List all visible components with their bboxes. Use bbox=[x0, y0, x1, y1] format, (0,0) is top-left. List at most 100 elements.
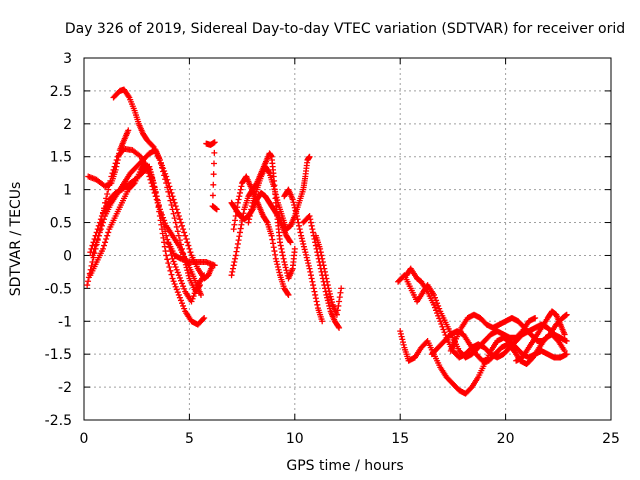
data-point-plus bbox=[177, 297, 184, 304]
data-point-plus bbox=[237, 186, 244, 193]
data-point-plus bbox=[163, 173, 170, 180]
data-point-plus bbox=[180, 226, 187, 233]
data-point-plus bbox=[276, 269, 283, 276]
series-arc-s bbox=[447, 311, 570, 354]
series-arc-k bbox=[245, 153, 313, 233]
data-point-plus bbox=[130, 181, 137, 188]
data-point-plus bbox=[229, 265, 236, 272]
data-point-plus bbox=[154, 199, 161, 206]
y-tick-label: -2 bbox=[58, 380, 72, 396]
data-point-plus bbox=[197, 291, 204, 298]
data-point-plus bbox=[158, 162, 165, 169]
data-point-plus bbox=[176, 274, 183, 281]
data-point-plus bbox=[181, 305, 188, 312]
x-tick-label: 15 bbox=[391, 431, 409, 447]
x-tick-label: 20 bbox=[497, 431, 515, 447]
data-point-plus bbox=[299, 238, 306, 245]
grid-lines bbox=[84, 58, 611, 420]
data-point-plus bbox=[286, 238, 293, 245]
data-point-plus bbox=[156, 157, 163, 164]
data-point-plus bbox=[156, 212, 163, 219]
data-point-plus bbox=[307, 219, 314, 226]
data-point-plus bbox=[336, 294, 343, 301]
data-point-plus bbox=[92, 232, 99, 239]
data-point-plus bbox=[280, 255, 287, 262]
data-point-plus bbox=[211, 149, 218, 156]
data-point-plus bbox=[322, 272, 329, 279]
data-point-plus bbox=[186, 245, 193, 252]
data-point-plus bbox=[281, 259, 288, 266]
data-point-plus bbox=[246, 216, 253, 223]
data-point-plus bbox=[171, 215, 178, 222]
data-point-plus bbox=[88, 245, 95, 252]
data-point-plus bbox=[310, 282, 317, 289]
data-point-plus bbox=[210, 171, 217, 178]
data-point-plus bbox=[160, 165, 167, 172]
data-point-plus bbox=[175, 272, 182, 279]
data-point-plus bbox=[278, 245, 285, 252]
data-point-plus bbox=[397, 328, 404, 335]
data-point-plus bbox=[308, 222, 315, 229]
data-point-plus bbox=[114, 160, 121, 167]
data-point-plus bbox=[234, 204, 241, 211]
data-point-plus bbox=[283, 267, 290, 274]
data-point-plus bbox=[112, 166, 119, 173]
series-arc-j bbox=[230, 173, 292, 298]
data-point-plus bbox=[167, 267, 174, 274]
data-point-plus bbox=[245, 219, 252, 226]
data-point-plus bbox=[279, 252, 286, 259]
data-point-plus bbox=[104, 191, 111, 198]
data-point-plus bbox=[277, 239, 284, 246]
data-point-plus bbox=[184, 239, 191, 246]
data-point-plus bbox=[172, 219, 179, 226]
data-point-plus bbox=[232, 252, 239, 259]
data-point-plus bbox=[434, 310, 441, 317]
data-point-plus bbox=[327, 293, 334, 300]
data-point-plus bbox=[162, 248, 169, 255]
data-point-plus bbox=[296, 222, 303, 229]
data-point-plus bbox=[273, 194, 280, 201]
data-point-plus bbox=[99, 245, 106, 252]
data-point-plus bbox=[291, 204, 298, 211]
data-point-plus bbox=[400, 341, 407, 348]
data-point-plus bbox=[233, 208, 240, 215]
data-point-plus bbox=[336, 324, 343, 331]
data-point-plus bbox=[312, 295, 319, 302]
data-point-plus bbox=[192, 287, 199, 294]
series-arc-o bbox=[395, 272, 539, 361]
data-point-plus bbox=[337, 289, 344, 296]
data-point-plus bbox=[292, 207, 299, 214]
data-point-plus bbox=[233, 248, 240, 255]
data-point-plus bbox=[179, 222, 186, 229]
data-point-plus bbox=[85, 278, 92, 285]
data-point-plus bbox=[177, 277, 184, 284]
data-point-plus bbox=[230, 226, 237, 233]
data-point-plus bbox=[431, 304, 438, 311]
x-tick-label: 0 bbox=[80, 431, 89, 447]
data-point-plus bbox=[234, 199, 241, 206]
data-point-plus bbox=[150, 180, 157, 187]
data-point-plus bbox=[532, 314, 539, 321]
series-arc-p bbox=[403, 265, 570, 361]
data-point-plus bbox=[162, 170, 169, 177]
data-point-plus bbox=[173, 266, 180, 273]
data-point-plus bbox=[279, 249, 286, 256]
data-point-plus bbox=[312, 291, 319, 298]
data-point-plus bbox=[90, 239, 97, 246]
data-point-plus bbox=[311, 288, 318, 295]
data-point-plus bbox=[325, 300, 332, 307]
data-point-plus bbox=[236, 193, 243, 200]
data-point-plus bbox=[270, 240, 277, 247]
y-tick-label: -2.5 bbox=[45, 413, 72, 429]
data-point-plus bbox=[289, 196, 296, 203]
data-point-plus bbox=[300, 240, 307, 247]
data-point-plus bbox=[303, 254, 310, 261]
data-point-plus bbox=[167, 186, 174, 193]
data-point-plus bbox=[324, 282, 331, 289]
data-point-plus bbox=[319, 259, 326, 266]
data-point-plus bbox=[291, 201, 298, 208]
data-point-plus bbox=[211, 262, 218, 269]
data-point-plus bbox=[563, 351, 570, 358]
data-point-plus bbox=[433, 307, 440, 314]
data-point-plus bbox=[181, 285, 188, 292]
